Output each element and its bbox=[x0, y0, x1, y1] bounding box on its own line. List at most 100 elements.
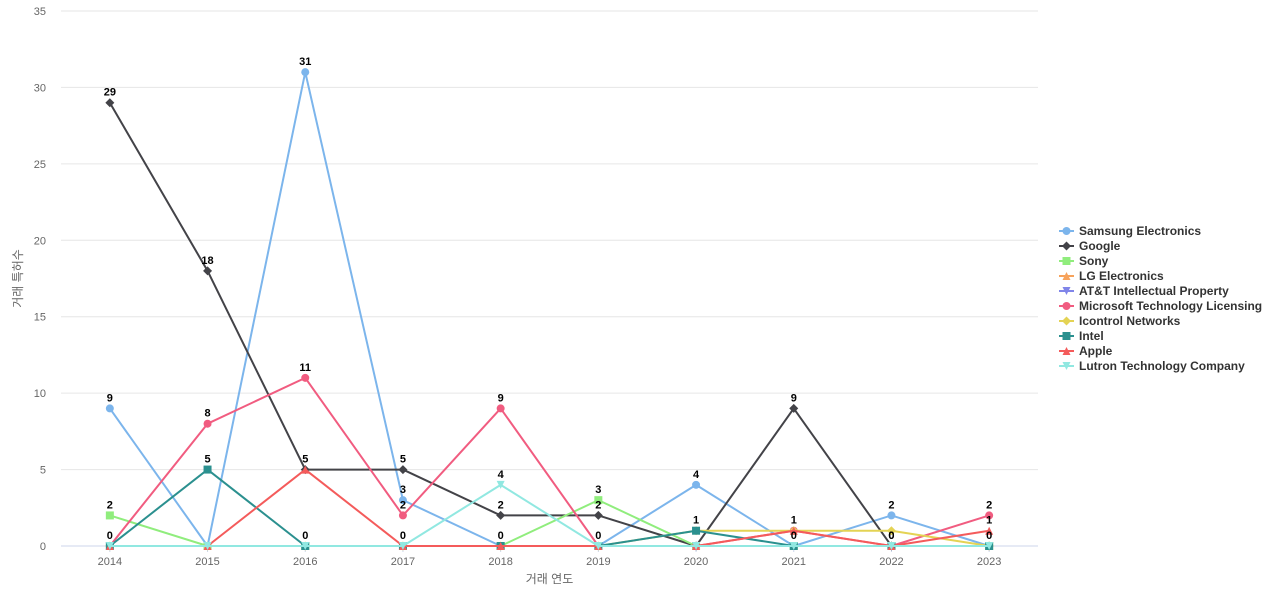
series-line bbox=[108, 468, 991, 547]
x-tick-label: 2016 bbox=[293, 556, 317, 568]
data-label: 3 bbox=[595, 484, 601, 496]
data-label: 9 bbox=[498, 392, 504, 404]
series-layer bbox=[105, 68, 994, 551]
data-point bbox=[301, 465, 310, 474]
data-label: 4 bbox=[498, 469, 505, 481]
data-point bbox=[985, 526, 994, 535]
series-line bbox=[108, 483, 991, 547]
data-point bbox=[398, 511, 407, 520]
data-point bbox=[203, 266, 213, 276]
x-tick-label: 2015 bbox=[195, 556, 219, 568]
legend-item-icontrol-networks[interactable]: Icontrol Networks bbox=[1059, 314, 1181, 328]
data-label: 1 bbox=[693, 515, 699, 527]
data-label: 31 bbox=[299, 56, 311, 68]
series-line bbox=[108, 529, 991, 547]
data-point bbox=[301, 373, 310, 382]
data-point bbox=[886, 526, 896, 536]
x-tick-label: 2020 bbox=[684, 556, 708, 568]
data-point bbox=[692, 542, 701, 550]
data-point bbox=[203, 419, 212, 428]
data-label: 2 bbox=[986, 499, 992, 511]
x-tick-label: 2014 bbox=[98, 556, 122, 568]
data-point bbox=[496, 542, 505, 550]
legend-marker bbox=[1062, 287, 1071, 295]
x-tick-label: 2018 bbox=[488, 556, 512, 568]
x-axis-title: 거래 연도 bbox=[526, 572, 574, 586]
data-label: 1 bbox=[791, 515, 797, 527]
series-line bbox=[108, 376, 991, 547]
data-point bbox=[887, 542, 896, 550]
data-point bbox=[789, 403, 799, 413]
legend-item-google[interactable]: Google bbox=[1059, 239, 1121, 253]
legend-item-lutron-technology-company[interactable]: Lutron Technology Company bbox=[1059, 359, 1245, 373]
data-point bbox=[105, 404, 114, 413]
legend-marker bbox=[1062, 332, 1071, 340]
legend-label: Google bbox=[1079, 239, 1121, 253]
legend-marker bbox=[1062, 347, 1071, 355]
legend-marker bbox=[1062, 227, 1071, 235]
legend-label: Icontrol Networks bbox=[1079, 314, 1181, 328]
y-tick-label: 35 bbox=[34, 6, 46, 18]
data-label: 5 bbox=[302, 454, 308, 466]
y-tick-label: 5 bbox=[40, 465, 46, 477]
data-label: 11 bbox=[299, 362, 311, 374]
data-point bbox=[985, 511, 994, 520]
legend-marker bbox=[1062, 302, 1071, 310]
x-tick-label: 2019 bbox=[586, 556, 610, 568]
data-label: 29 bbox=[104, 87, 116, 99]
legend-item-sony[interactable]: Sony bbox=[1059, 254, 1109, 268]
legend-item-at-t-intellectual-property[interactable]: AT&T Intellectual Property bbox=[1059, 284, 1229, 298]
data-point bbox=[398, 465, 408, 475]
data-point bbox=[105, 511, 114, 520]
series-line bbox=[108, 71, 991, 547]
legend-label: LG Electronics bbox=[1079, 269, 1164, 283]
data-point bbox=[301, 68, 310, 77]
legend-marker bbox=[1062, 272, 1071, 280]
data-point bbox=[594, 542, 603, 550]
legend-item-samsung-electronics[interactable]: Samsung Electronics bbox=[1059, 224, 1201, 238]
data-point bbox=[594, 496, 603, 505]
data-point bbox=[985, 542, 994, 550]
data-label: 3 bbox=[400, 484, 406, 496]
series-line bbox=[108, 499, 991, 547]
series-lutron-technology-company bbox=[105, 480, 994, 550]
x-tick-label: 2023 bbox=[977, 556, 1001, 568]
legend-marker bbox=[1062, 362, 1071, 370]
y-tick-label: 15 bbox=[34, 312, 46, 324]
legend-marker bbox=[1062, 241, 1071, 251]
legend-item-apple[interactable]: Apple bbox=[1059, 344, 1113, 358]
data-point bbox=[692, 526, 701, 535]
legend-item-intel[interactable]: Intel bbox=[1059, 329, 1104, 343]
legend-label: Samsung Electronics bbox=[1079, 224, 1201, 238]
legend-label: Intel bbox=[1079, 329, 1104, 343]
data-point bbox=[593, 510, 603, 520]
data-label: 5 bbox=[204, 454, 210, 466]
data-label: 0 bbox=[888, 530, 894, 542]
data-label: 0 bbox=[986, 530, 992, 542]
data-label: 18 bbox=[201, 255, 213, 267]
data-point bbox=[496, 510, 506, 520]
legend-item-lg-electronics[interactable]: LG Electronics bbox=[1059, 269, 1164, 283]
y-axis-title: 거래 특허수 bbox=[11, 249, 25, 308]
data-label: 2 bbox=[595, 499, 601, 511]
data-label: 1 bbox=[986, 515, 992, 527]
legend-label: Lutron Technology Company bbox=[1079, 359, 1245, 373]
data-label: 0 bbox=[107, 530, 113, 542]
data-label: 2 bbox=[107, 499, 113, 511]
x-tick-label: 2022 bbox=[879, 556, 903, 568]
legend-label: AT&T Intellectual Property bbox=[1079, 284, 1229, 298]
data-point bbox=[496, 404, 505, 413]
data-label: 8 bbox=[204, 408, 210, 420]
data-label: 2 bbox=[400, 499, 406, 511]
data-point bbox=[105, 98, 115, 108]
data-point bbox=[789, 526, 798, 535]
data-point bbox=[301, 542, 310, 550]
data-label: 2 bbox=[498, 499, 504, 511]
legend-item-microsoft-technology-licensing[interactable]: Microsoft Technology Licensing bbox=[1059, 299, 1262, 313]
series-line bbox=[108, 101, 991, 547]
legend-label: Apple bbox=[1079, 344, 1113, 358]
